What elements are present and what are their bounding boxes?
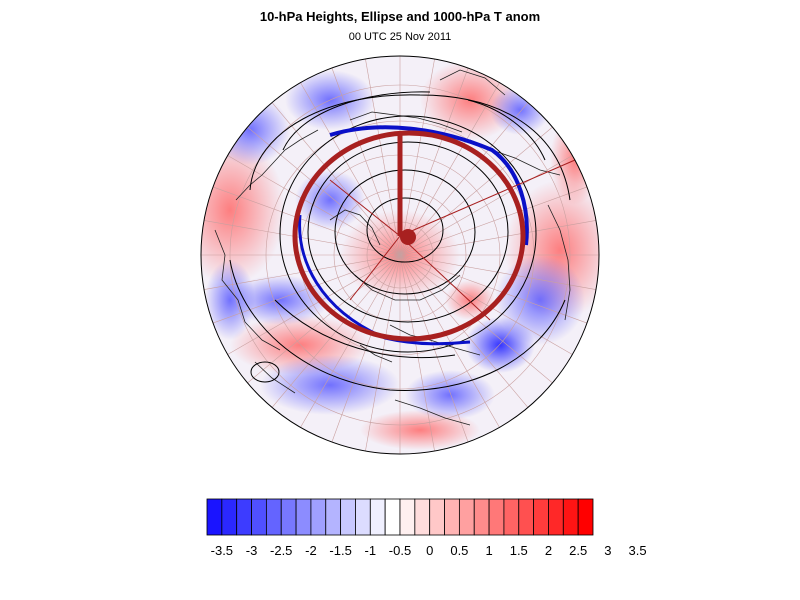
colorbar-box: [355, 498, 371, 536]
colorbar-label: 0: [426, 543, 433, 558]
colorbar-label: 3: [604, 543, 611, 558]
colorbar-box: [444, 498, 460, 536]
colorbar-label: -3: [246, 543, 258, 558]
colorbar-label: -3.5: [211, 543, 233, 558]
colorbar-box: [458, 498, 475, 536]
colorbar-box: [280, 498, 297, 536]
colorbar-label: 2.5: [569, 543, 587, 558]
vortex-ellipse: [292, 130, 576, 342]
colorbar-label: 3.5: [628, 543, 646, 558]
colorbar-box: [577, 498, 594, 536]
colorbar-label: -1: [365, 543, 377, 558]
colorbar-label: -2: [305, 543, 317, 558]
colorbar-box: [399, 498, 416, 536]
colorbar-label: 1: [485, 543, 492, 558]
colorbar-box: [221, 498, 238, 536]
colorbar-label: 2: [545, 543, 552, 558]
colorbar-box: [251, 498, 267, 536]
colorbar-label: -0.5: [389, 543, 411, 558]
highlight-contour: [329, 125, 529, 246]
colorbar-box: [369, 498, 386, 536]
colorbar-box: [503, 498, 520, 536]
colorbar-label: -1.5: [329, 543, 351, 558]
colorbar-box: [562, 498, 579, 536]
colorbar-label: 0.5: [450, 543, 468, 558]
colorbar-label: -2.5: [270, 543, 292, 558]
ellipse-center: [400, 229, 416, 245]
colorbar-box: [206, 498, 223, 536]
height-contours: [229, 91, 571, 391]
colorbar-box: [295, 498, 312, 536]
colorbar-box: [414, 498, 431, 536]
colorbar-box: [488, 498, 505, 536]
figure-subtitle: 00 UTC 25 Nov 2011: [348, 31, 452, 43]
colorbar-box: [518, 498, 535, 536]
colorbar-box: [548, 498, 564, 536]
coastlines: [214, 69, 571, 426]
colorbar-box: [310, 498, 327, 536]
colorbar-box: [429, 498, 445, 536]
colorbar-box: [236, 498, 252, 536]
colorbar-label: 1.5: [510, 543, 528, 558]
colorbar-box: [384, 498, 401, 536]
polar-map: [200, 55, 600, 455]
figure-title: 10-hPa Heights, Ellipse and 1000-hPa T a…: [259, 9, 541, 24]
colorbar-box: [340, 498, 356, 536]
colorbar-box: [325, 498, 342, 536]
colorbar-box: [533, 498, 549, 536]
globe-outline: [200, 55, 600, 455]
colorbar-box: [473, 498, 490, 536]
colorbar-box: [265, 498, 282, 536]
